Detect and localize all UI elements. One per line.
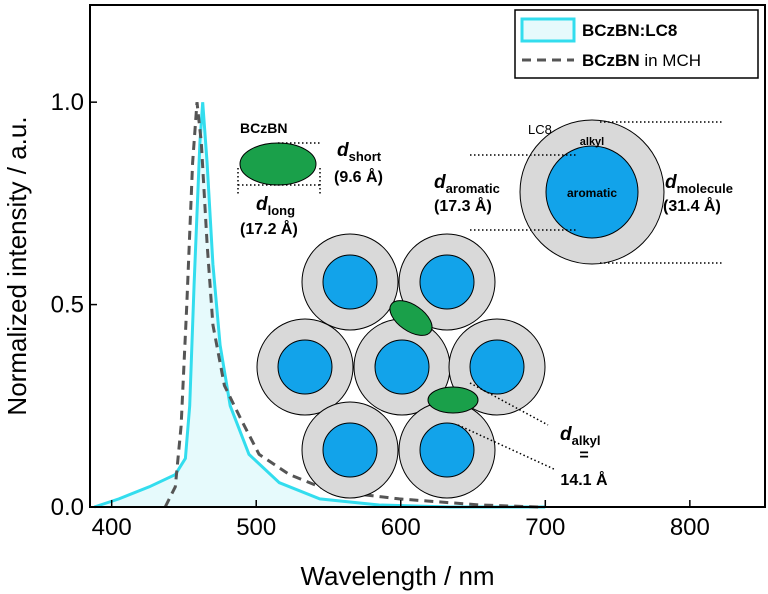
annotation: LC8 — [528, 122, 552, 137]
molecule-shape — [389, 300, 433, 336]
annotation: alkyl — [580, 136, 604, 148]
aromatic-core — [419, 254, 475, 310]
molecule-shape — [239, 142, 317, 186]
annotation: (9.6 Å) — [334, 167, 383, 186]
annotation: = — [579, 447, 588, 464]
legend: BCzBN:LC8 BCzBN in MCH — [514, 9, 759, 79]
inset-diagram: BCzBN dshort (9.6 Å) dlong (17.2 Å) LC8 … — [237, 119, 733, 499]
packing — [256, 233, 546, 499]
legend-label: BCzBN in MCH — [582, 51, 701, 70]
y-tick-label: 0.5 — [51, 292, 84, 319]
annotation: dmolecule — [665, 172, 733, 196]
annotation: dshort — [337, 140, 382, 164]
x-tick-label: 600 — [381, 514, 421, 541]
aromatic-core — [374, 339, 430, 395]
x-tick-label: 700 — [525, 514, 565, 541]
annotation: (17.2 Å) — [240, 219, 298, 238]
plot-frame — [89, 4, 766, 508]
x-tick-label: 400 — [92, 514, 132, 541]
annotation: dalkyl — [560, 424, 601, 448]
area — [94, 102, 546, 507]
legend-swatch — [520, 17, 576, 43]
annotation: BCzBN — [240, 120, 287, 136]
aromatic-core — [469, 339, 525, 395]
annotation: aromatic — [567, 186, 617, 200]
x-tick-label: 500 — [236, 514, 276, 541]
aromatic-core — [322, 254, 378, 310]
annotation: (17.3 Å) — [434, 196, 492, 215]
aromatic-core — [419, 422, 475, 478]
annotation: daromatic — [434, 172, 500, 196]
y-axis-title: Normalized intensity / a.u. — [2, 116, 32, 415]
guide-line — [469, 382, 549, 426]
aromatic-core — [277, 339, 333, 395]
y-tick-label: 1.0 — [51, 89, 84, 116]
legend-label: BCzBN:LC8 — [582, 21, 677, 40]
aromatic-core — [545, 145, 639, 239]
x-axis-title: Wavelength / nm — [300, 561, 494, 591]
annotation: dlong — [256, 194, 295, 218]
y-tick-label: 0.0 — [51, 494, 84, 521]
x-tick-label: 800 — [670, 514, 710, 541]
annotation: (31.4 Å) — [663, 196, 721, 215]
annotation: 14.1 Å — [560, 470, 608, 489]
aromatic-core — [322, 422, 378, 478]
molecule-shape — [427, 386, 479, 414]
legend-box — [514, 9, 759, 79]
